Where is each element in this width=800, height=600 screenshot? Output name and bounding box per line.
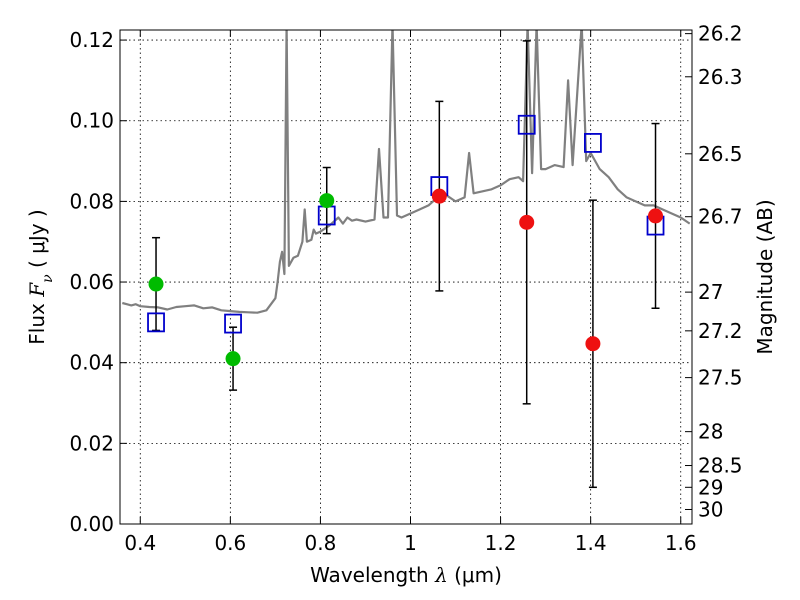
optical-data-point: [148, 276, 164, 292]
y2-tick-label: 30: [698, 497, 723, 521]
nir-data-point: [519, 214, 535, 230]
model-band-marker: [224, 313, 242, 334]
y-axis-label: Flux Fν ( μJy ): [25, 209, 56, 344]
series-layer: [122, 30, 691, 489]
x-tick-label: 1: [404, 531, 417, 555]
y-tick-label: 0.00: [69, 512, 114, 536]
y-tick-label: 0.12: [69, 28, 114, 52]
y2-tick-label: 27.5: [698, 366, 743, 390]
y2-tick-label: 28.5: [698, 454, 743, 478]
nir-data-point: [585, 336, 601, 352]
x-tick-label: 1.4: [575, 531, 607, 555]
y-tick-label: 0.06: [69, 270, 114, 294]
plot-frame: [119, 29, 693, 525]
optical-data-point: [319, 193, 335, 209]
nir-data-point: [648, 208, 664, 224]
axis-ticks: 0.4 0.6 0.8 1 1.2 1.4 1.6 0.00 0.02 0.04 0.06 0.08 0…: [69, 22, 742, 555]
nir-data-point: [431, 188, 447, 204]
x-tick-label: 1.6: [665, 531, 697, 555]
model-band-marker: [517, 114, 536, 135]
plot-area-background: [120, 30, 692, 524]
y2-tick-label: 26.5: [698, 142, 743, 166]
optical-data-point: [225, 351, 241, 367]
y-tick-label: 0.02: [69, 431, 114, 455]
model-band-marker: [147, 312, 165, 333]
x-tick-label: 0.4: [124, 531, 156, 555]
x-tick-label: 0.8: [305, 531, 337, 555]
y2-tick-label: 28: [698, 420, 723, 444]
y-tick-label: 0.08: [69, 189, 114, 213]
y-tick-label: 0.10: [69, 109, 114, 133]
y2-tick-label: 26.2: [698, 22, 743, 46]
x-tick-label: 1.2: [485, 531, 517, 555]
model-spectrum-line: [122, 30, 691, 314]
y2-tick-label: 29: [698, 475, 723, 499]
y2-tick-label: 26.3: [698, 65, 743, 89]
y2-tick-label: 26.7: [698, 205, 743, 229]
secondary-y-axis-label: Magnitude (AB): [753, 199, 777, 354]
x-tick-label: 0.6: [214, 531, 246, 555]
y-tick-label: 0.04: [69, 351, 114, 375]
model-band-marker: [584, 133, 602, 153]
x-axis-label: Wavelength λ (μm): [310, 563, 502, 587]
y2-tick-label: 27.2: [698, 319, 743, 343]
y2-tick-label: 27: [698, 280, 723, 304]
